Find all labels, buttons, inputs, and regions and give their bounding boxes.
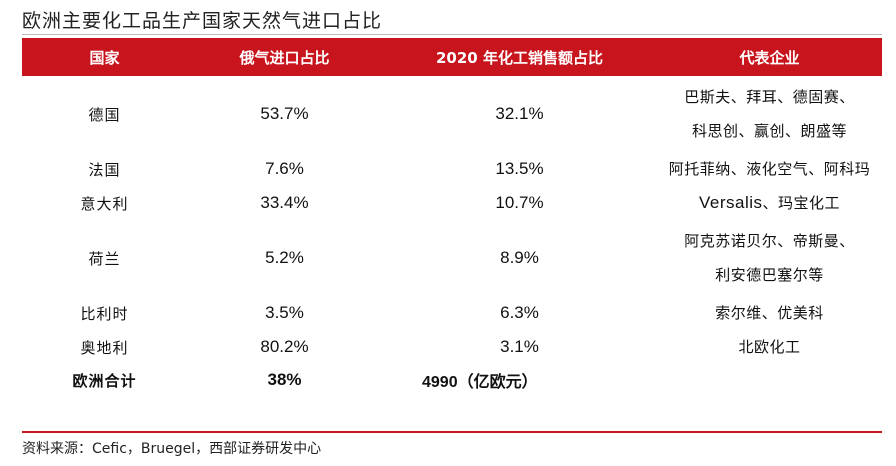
table-row: 德国 53.7% 32.1% 巴斯夫、拜耳、德固赛、 科思创、赢创、朗盛等 [22, 76, 882, 152]
table-row: 荷兰 5.2% 8.9% 阿克苏诺贝尔、帝斯曼、 利安德巴塞尔等 [22, 220, 882, 296]
header-representative-companies: 代表企业 [739, 48, 800, 67]
sales-share-cell: 10.7% [495, 193, 544, 212]
companies-cell: 阿托菲纳、液化空气、阿科玛 [657, 152, 882, 186]
companies-line: Versalis、玛宝化工 [657, 186, 882, 220]
companies-line: 北欧化工 [738, 338, 801, 356]
table-title: 欧洲主要化工品生产国家天然气进口占比 [22, 10, 383, 32]
gas-share-cell: 80.2% [260, 337, 309, 356]
gas-share-cell: 5.2% [265, 248, 304, 267]
company-names-rest: 、玛宝化工 [762, 194, 841, 212]
total-companies-empty [657, 364, 882, 396]
source-note: 资料来源：Cefic，Bruegel，西部证券研发中心 [22, 441, 322, 457]
gas-share-cell: 33.4% [260, 193, 309, 212]
company-latin-name: Versalis [698, 193, 763, 212]
total-row: 欧洲合计 38% 4990（亿欧元） [22, 364, 882, 396]
companies-line: 阿托菲纳、液化空气、阿科玛 [668, 160, 871, 178]
sales-share-cell: 8.9% [500, 248, 539, 267]
gas-share-cell: 53.7% [260, 104, 309, 123]
companies-cell: Versalis、玛宝化工 [657, 186, 882, 220]
country-cell: 奥地利 [80, 338, 129, 357]
gas-share-cell: 3.5% [265, 303, 304, 322]
companies-line: 科思创、赢创、朗盛等 [691, 122, 847, 140]
companies-cell: 阿克苏诺贝尔、帝斯曼、 利安德巴塞尔等 [657, 220, 882, 296]
total-label: 欧洲合计 [72, 371, 137, 390]
gas-share-cell: 7.6% [265, 159, 304, 178]
title-divider [22, 34, 882, 35]
sales-share-cell: 3.1% [500, 337, 539, 356]
header-row: 国家 俄气进口占比 2020 年化工销售额占比 代表企业 [22, 38, 882, 76]
companies-line: 利安德巴塞尔等 [715, 266, 824, 284]
companies-cell: 巴斯夫、拜耳、德固赛、 科思创、赢创、朗盛等 [657, 76, 882, 152]
sales-share-cell: 32.1% [495, 104, 544, 123]
table-row: 意大利 33.4% 10.7% Versalis、玛宝化工 [22, 186, 882, 220]
total-gas-share: 38% [267, 370, 302, 389]
country-cell: 比利时 [80, 304, 129, 323]
header-country: 国家 [89, 48, 120, 67]
companies-cell: 索尔维、优美科 [657, 296, 882, 330]
country-cell: 意大利 [80, 194, 129, 213]
country-cell: 法国 [88, 160, 121, 179]
table-row: 奥地利 80.2% 3.1% 北欧化工 [22, 330, 882, 364]
country-cell: 德国 [88, 105, 121, 124]
country-cell: 荷兰 [88, 249, 121, 268]
companies-line: 阿克苏诺贝尔、帝斯曼、 [684, 232, 855, 250]
table-row: 法国 7.6% 13.5% 阿托菲纳、液化空气、阿科玛 [22, 152, 882, 186]
sales-share-cell: 6.3% [500, 303, 539, 322]
header-russian-gas-share: 俄气进口占比 [239, 48, 330, 67]
table-bottom-rule [22, 431, 882, 433]
sales-share-cell: 13.5% [495, 159, 544, 178]
companies-cell: 北欧化工 [657, 330, 882, 364]
companies-line: 巴斯夫、拜耳、德固赛、 [684, 88, 855, 106]
total-sales: 4990（亿欧元） [422, 374, 538, 391]
table-row: 比利时 3.5% 6.3% 索尔维、优美科 [22, 296, 882, 330]
gas-import-table: 国家 俄气进口占比 2020 年化工销售额占比 代表企业 德国 53.7% 32… [22, 38, 882, 396]
companies-line: 索尔维、优美科 [715, 304, 824, 322]
header-chemical-sales-share: 2020 年化工销售额占比 [436, 48, 603, 67]
